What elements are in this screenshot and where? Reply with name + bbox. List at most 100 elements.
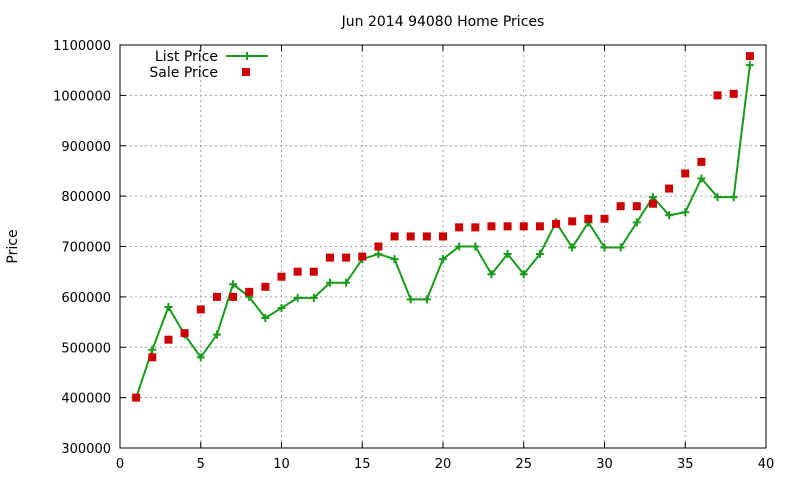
sale-price-point [568, 217, 577, 226]
y-tick-label: 300000 [61, 442, 111, 457]
sale-price-point [422, 232, 431, 241]
x-tick-label: 5 [197, 457, 205, 472]
list-price-point [374, 250, 383, 259]
sale-price-point [309, 267, 318, 276]
list-price-point [148, 345, 157, 354]
legend-entry: Sale Price [149, 65, 250, 81]
sale-price-point [180, 329, 189, 338]
y-tick-label: 600000 [61, 291, 111, 306]
list-price-point [600, 243, 609, 252]
list-price-point [745, 61, 754, 70]
list-price-point [406, 295, 415, 304]
sale-price-point [229, 292, 238, 301]
sale-price-point [535, 222, 544, 231]
sale-price-point [390, 232, 399, 241]
sale-price-point [261, 282, 270, 291]
list-price-point [325, 278, 334, 287]
list-price-point [487, 270, 496, 279]
list-price-point [713, 193, 722, 202]
axis-ticks: 300000 400000 500000 600000 700000 800000 9000… [53, 39, 774, 472]
list-price-point [196, 353, 205, 362]
sale-price-point [277, 272, 286, 281]
y-tick-label: 1000000 [53, 89, 111, 104]
sale-price-point [245, 287, 254, 296]
series-layer [132, 52, 754, 402]
sale-price-point [439, 232, 447, 241]
list-price-point [261, 314, 270, 323]
sale-price-point [503, 222, 512, 231]
x-tick-label: 15 [354, 457, 371, 472]
x-tick-label: 35 [677, 457, 694, 472]
chart-title: Jun 2014 94080 Home Prices [341, 14, 545, 30]
list-price-point [229, 280, 238, 289]
sale-price-point [729, 89, 738, 98]
sale-price-point [697, 157, 706, 166]
legend-marker [243, 52, 251, 60]
list-price-point [616, 243, 625, 252]
sale-price-point [164, 335, 173, 344]
series-sale-price [132, 52, 754, 402]
list-price-point [277, 303, 286, 312]
sale-price-point [584, 214, 593, 223]
list-price-point [681, 208, 690, 217]
list-price-point [390, 255, 399, 264]
sale-price-point [196, 305, 205, 314]
list-price-point [309, 293, 318, 302]
list-price-point [568, 243, 577, 252]
sale-price-point [745, 52, 754, 61]
legend-label: Sale Price [149, 65, 218, 81]
list-price-point [665, 211, 674, 220]
sale-price-point [132, 393, 141, 402]
list-price-point [535, 250, 544, 259]
sale-price-point [648, 199, 657, 208]
list-price-point [632, 218, 641, 227]
sale-price-point [148, 353, 157, 362]
y-tick-label: 500000 [61, 341, 111, 356]
list-price-point [439, 255, 447, 264]
list-price-point [471, 242, 480, 251]
list-price-point [164, 302, 173, 311]
list-price-point [422, 295, 431, 304]
list-price-point [455, 242, 464, 251]
sale-price-point [342, 253, 351, 262]
y-tick-label: 1100000 [53, 39, 111, 54]
y-axis-label: Price [5, 229, 21, 263]
legend-entry: List Price [155, 49, 268, 65]
sale-price-point [632, 202, 641, 211]
y-tick-label: 700000 [61, 241, 111, 256]
sale-price-point [681, 169, 690, 178]
list-price-point [729, 193, 738, 202]
sale-price-point [471, 223, 480, 232]
y-tick-label: 400000 [61, 392, 111, 407]
sale-price-point [600, 214, 609, 223]
list-price-point [503, 250, 512, 259]
series-list-price [132, 61, 754, 402]
list-price-point [342, 278, 351, 287]
legend-label: List Price [155, 49, 218, 65]
sale-price-point [325, 253, 334, 262]
sale-price-point [713, 91, 722, 100]
sale-price-point [487, 222, 496, 231]
list-price-point [519, 270, 528, 279]
sale-price-point [455, 223, 464, 232]
x-tick-label: 40 [758, 457, 775, 472]
y-tick-label: 800000 [61, 190, 111, 205]
x-tick-label: 10 [273, 457, 290, 472]
sale-price-point [616, 202, 625, 211]
x-tick-label: 20 [435, 457, 452, 472]
list-price-point [212, 330, 221, 339]
sale-price-point [358, 252, 367, 261]
sale-price-point [212, 292, 221, 301]
grid [120, 45, 766, 448]
sale-price-point [519, 222, 528, 231]
x-tick-label: 0 [116, 457, 124, 472]
list-price-point [697, 174, 706, 183]
sale-price-point [374, 242, 383, 251]
sale-price-point [552, 219, 561, 228]
sale-price-point [406, 232, 415, 241]
sale-price-point [293, 267, 302, 276]
x-tick-label: 30 [596, 457, 613, 472]
y-tick-label: 900000 [61, 140, 111, 155]
